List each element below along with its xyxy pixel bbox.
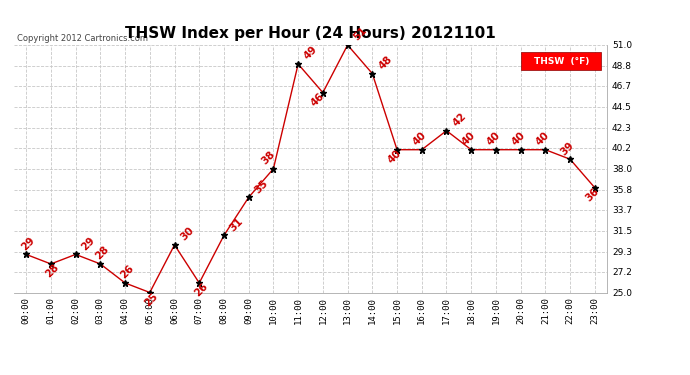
Text: 40: 40 [534,130,552,147]
Text: 26: 26 [118,264,135,281]
Text: 51: 51 [352,26,369,43]
Text: 28: 28 [93,244,110,262]
Text: 29: 29 [80,235,97,252]
Text: 29: 29 [19,235,37,252]
Text: 48: 48 [377,54,394,71]
Text: 38: 38 [259,149,277,166]
Text: 36: 36 [584,186,601,204]
Text: 40: 40 [460,130,477,147]
Text: 28: 28 [44,262,61,280]
Text: Copyright 2012 Cartronics.com: Copyright 2012 Cartronics.com [17,33,148,42]
Text: 30: 30 [179,225,196,243]
Text: 26: 26 [193,282,210,299]
Text: 49: 49 [302,45,319,62]
FancyBboxPatch shape [521,53,601,70]
Text: 40: 40 [411,130,428,147]
Text: 31: 31 [228,216,246,233]
Text: 40: 40 [386,148,404,166]
Text: 40: 40 [485,130,502,147]
Text: 39: 39 [559,140,576,157]
Text: 35: 35 [253,178,270,195]
Text: THSW  (°F): THSW (°F) [533,57,589,66]
Text: 46: 46 [309,91,326,108]
Text: 25: 25 [143,291,160,308]
Text: 42: 42 [451,111,468,129]
Title: THSW Index per Hour (24 Hours) 20121101: THSW Index per Hour (24 Hours) 20121101 [125,26,496,41]
Text: 40: 40 [509,130,527,147]
